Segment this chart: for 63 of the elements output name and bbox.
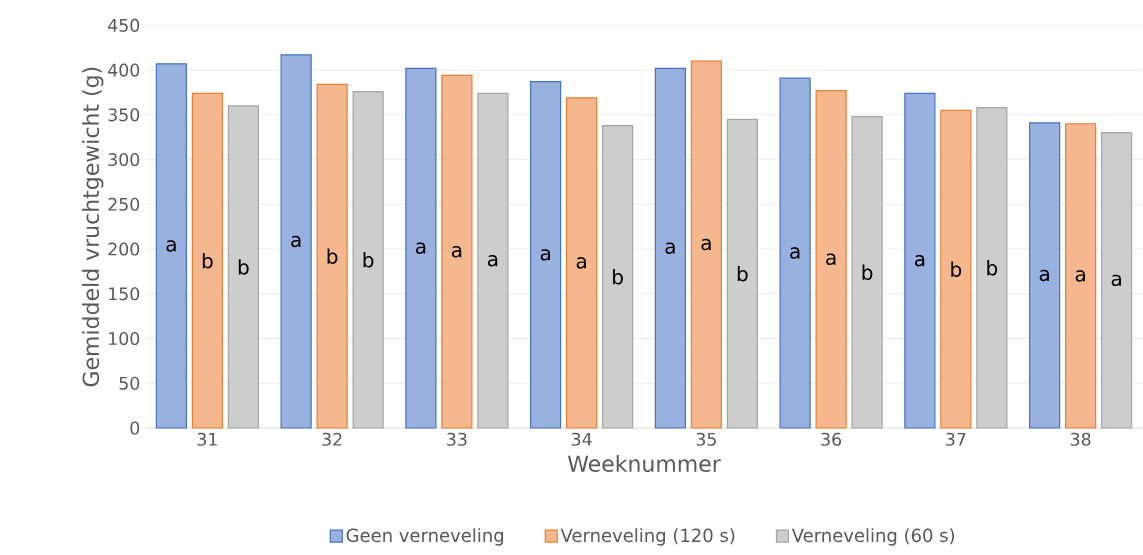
bar	[191, 92, 223, 429]
bar	[1029, 122, 1061, 429]
y-tick-label: 100	[109, 332, 140, 346]
bar	[155, 63, 187, 429]
x-tick-label: 35	[696, 432, 716, 446]
x-tick-label: 33	[447, 432, 467, 446]
x-tick-label: 31	[197, 432, 217, 446]
bar	[405, 67, 437, 429]
data-label: a	[701, 239, 711, 251]
data-label: b	[202, 253, 213, 269]
data-label: a	[1111, 274, 1121, 287]
data-label: b	[613, 269, 623, 285]
data-label: b	[327, 248, 338, 265]
data-label: a	[487, 255, 498, 267]
bar	[1065, 123, 1097, 429]
x-axis-title: Weeknummer	[567, 455, 721, 473]
y-tick-label: 0	[130, 421, 140, 435]
y-tick-label: 450	[108, 18, 140, 33]
legend-label: Verneveling (120 s)	[560, 528, 735, 546]
data-label: a	[451, 246, 462, 258]
x-tick-label: 32	[322, 432, 342, 446]
y-tick-label: 400	[108, 63, 140, 77]
data-label: b	[951, 261, 962, 278]
data-label: b	[862, 264, 873, 281]
x-tick-label: 37	[946, 432, 966, 446]
data-label: b	[737, 266, 748, 282]
bar	[566, 97, 598, 429]
data-label: a	[826, 253, 836, 266]
data-label: a	[415, 242, 426, 255]
data-label: a	[1075, 270, 1085, 282]
data-label: a	[540, 249, 550, 261]
legend-label: Geen verneveling	[346, 528, 504, 546]
y-tick-label: 250	[108, 197, 140, 212]
bar	[280, 54, 312, 429]
y-axis-title: Gemiddeld vruchtgewicht (g)	[82, 67, 104, 387]
y-tick-label: 50	[119, 376, 140, 390]
y-tick-label: 300	[108, 153, 140, 167]
bar	[940, 109, 972, 429]
y-tick-label: 150	[109, 287, 140, 301]
bar	[690, 60, 722, 429]
data-label: a	[291, 235, 301, 248]
data-label: a	[1039, 269, 1049, 282]
bar	[904, 92, 936, 429]
bar	[779, 77, 811, 429]
data-label: a	[790, 247, 800, 259]
legend-label: Verneveling (60 s)	[791, 528, 955, 546]
data-label: b	[987, 260, 998, 276]
bar	[654, 67, 686, 429]
x-tick-label: 38	[1070, 432, 1091, 446]
data-label: b	[363, 252, 374, 268]
x-tick-label: 34	[571, 432, 592, 446]
bar	[316, 83, 348, 429]
x-tick-label: 36	[821, 432, 842, 446]
bar	[441, 75, 473, 429]
data-label: b	[238, 259, 249, 275]
y-tick-label: 350	[108, 108, 140, 122]
data-label: a	[576, 257, 586, 269]
data-label: a	[665, 242, 675, 255]
data-label: a	[166, 240, 176, 252]
data-label: a	[914, 255, 925, 267]
bar	[530, 81, 562, 429]
bar	[815, 90, 847, 429]
y-tick-label: 200	[108, 242, 140, 256]
